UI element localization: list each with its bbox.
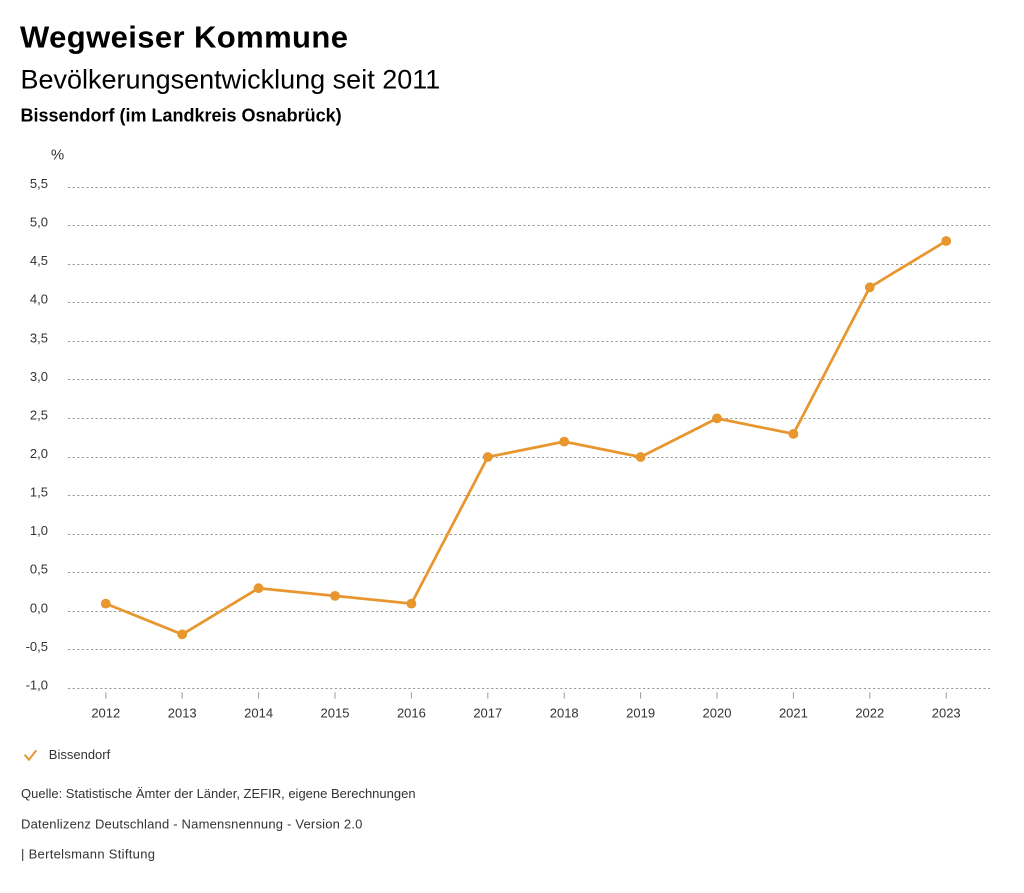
svg-text:-1,0: -1,0 (26, 677, 48, 692)
svg-text:Datenlizenz Deutschland - Name: Datenlizenz Deutschland - Namensnennung … (21, 816, 363, 831)
svg-text:2019: 2019 (626, 706, 655, 721)
svg-text:0,5: 0,5 (30, 562, 48, 577)
svg-text:2014: 2014 (244, 706, 273, 721)
svg-text:Wegweiser Kommune: Wegweiser Kommune (20, 20, 348, 55)
svg-text:2022: 2022 (855, 706, 884, 721)
svg-text:5,0: 5,0 (30, 215, 48, 230)
svg-text:| Bertelsmann Stiftung: | Bertelsmann Stiftung (21, 847, 155, 862)
svg-text:4,5: 4,5 (30, 253, 48, 268)
svg-text:1,5: 1,5 (30, 485, 48, 500)
svg-text:Quelle: Statistische Ämter der: Quelle: Statistische Ämter der Länder, Z… (21, 786, 416, 801)
svg-text:2012: 2012 (91, 706, 120, 721)
svg-text:3,0: 3,0 (30, 369, 48, 384)
svg-text:2023: 2023 (932, 706, 961, 721)
svg-text:2,0: 2,0 (30, 446, 48, 461)
svg-text:2015: 2015 (321, 706, 350, 721)
svg-text:2016: 2016 (397, 706, 426, 721)
svg-text:2018: 2018 (550, 706, 579, 721)
svg-text:4,0: 4,0 (30, 292, 48, 307)
svg-text:3,5: 3,5 (30, 330, 48, 345)
svg-text:%: % (51, 147, 64, 164)
svg-text:5,5: 5,5 (30, 176, 48, 191)
svg-text:Bissendorf: Bissendorf (49, 747, 111, 762)
svg-text:2013: 2013 (168, 706, 197, 721)
svg-text:1,0: 1,0 (30, 523, 48, 538)
svg-text:-0,5: -0,5 (26, 639, 48, 654)
svg-text:2017: 2017 (473, 706, 502, 721)
svg-text:0,0: 0,0 (30, 600, 48, 615)
svg-text:2021: 2021 (779, 706, 808, 721)
svg-text:Bissendorf (im Landkreis Osnab: Bissendorf (im Landkreis Osnabrück) (21, 105, 342, 125)
svg-text:Bevölkerungsentwicklung seit 2: Bevölkerungsentwicklung seit 2011 (21, 64, 441, 94)
svg-text:2,5: 2,5 (30, 407, 48, 422)
svg-text:2020: 2020 (703, 706, 732, 721)
